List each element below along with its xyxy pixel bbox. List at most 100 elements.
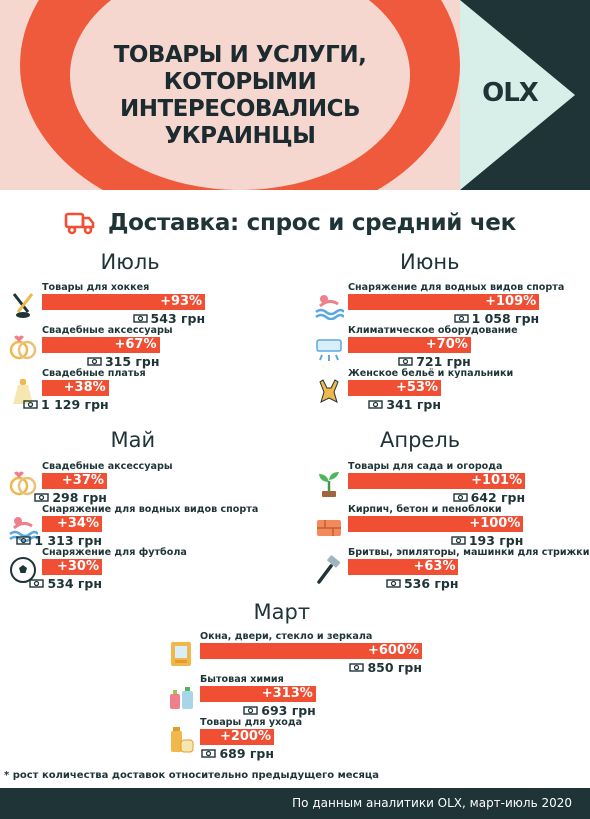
- air-conditioner-icon: [316, 339, 342, 361]
- chart-row: Климатическое оборудование +70% 721 грн: [314, 325, 576, 369]
- logo-triangle: [460, 0, 575, 190]
- growth-bar: +101%: [348, 473, 526, 489]
- chart-row: Окна, двери, стекло и зеркала +600% 850 гр…: [166, 631, 422, 675]
- growth-label: +70%: [425, 337, 468, 352]
- category-label: Женское бельё и купальники: [348, 368, 514, 379]
- cash-icon: [201, 749, 217, 758]
- rings-icon: [9, 471, 37, 496]
- growth-label: +67%: [114, 337, 157, 352]
- growth-label: +100%: [469, 516, 521, 531]
- avg-check-label: 1 313 грн: [16, 533, 102, 548]
- growth-bar: +37%: [42, 473, 107, 489]
- truck-icon: [64, 212, 95, 235]
- category-label: Товары для хоккея: [42, 282, 150, 293]
- olx-logo: OLX: [482, 78, 539, 108]
- category-label: Свадебные аксессуары: [42, 461, 173, 472]
- category-label: Снаряжение для водных видов спорта: [42, 504, 259, 515]
- chemicals-icon: [170, 687, 193, 709]
- swimmer-icon: [315, 295, 344, 320]
- growth-label: +53%: [395, 380, 438, 395]
- growth-label: +93%: [160, 294, 203, 309]
- avg-check-value: 193 грн: [468, 533, 524, 548]
- razor-icon: [317, 555, 341, 584]
- avg-check-label: 642 грн: [452, 490, 526, 505]
- title-line: ИНТЕРЕСОВАЛИСЬ: [120, 96, 361, 122]
- chart-row: Бритвы, эпиляторы, машинки для стрижки +6…: [314, 547, 589, 591]
- avg-check-value: 543 грн: [150, 311, 206, 326]
- category-label: Кирпич, бетон и пеноблоки: [348, 504, 502, 515]
- avg-check-value: 1 058 грн: [471, 311, 540, 326]
- avg-check-value: 534 грн: [47, 576, 102, 591]
- cash-icon: [452, 493, 468, 502]
- growth-bar: +38%: [42, 380, 109, 396]
- section-title-text: Доставка: спрос и средний чек: [108, 210, 516, 236]
- category-label: Бытовая химия: [200, 674, 284, 685]
- avg-check-value: 642 грн: [470, 490, 526, 505]
- rings-icon: [9, 335, 37, 360]
- title-line: КОТОРЫМИ: [163, 69, 317, 95]
- growth-bar: +34%: [42, 516, 102, 532]
- avg-check-label: 850 грн: [349, 660, 422, 675]
- avg-check-value: 850 грн: [367, 660, 422, 675]
- chart-row: Снаряжение для футбола +30% 534 грн: [8, 547, 270, 591]
- chart-row: Свадебные аксессуары +67% 315 грн: [8, 325, 270, 369]
- avg-check-value: 689 грн: [219, 746, 274, 761]
- avg-check-value: 536 грн: [403, 576, 459, 591]
- month-label: Июнь: [400, 250, 460, 274]
- chart-row: Свадебные платья +38% 1 129 грн: [8, 368, 270, 412]
- growth-label: +63%: [413, 559, 456, 574]
- category-label: Снаряжение для водных видов спорта: [348, 282, 565, 293]
- month-label: Апрель: [380, 428, 461, 452]
- growth-label: +37%: [61, 473, 104, 488]
- sprout-icon: [319, 472, 339, 497]
- growth-label: +34%: [56, 516, 99, 531]
- avg-check-label: 1 129 грн: [23, 397, 109, 412]
- cash-icon: [398, 357, 413, 366]
- growth-bar: +200%: [200, 729, 274, 745]
- cash-icon: [243, 706, 258, 715]
- growth-bar: +63%: [348, 559, 459, 575]
- growth-bar: +600%: [200, 643, 422, 659]
- chart-row: Товары для сада и огорода +101% 642 грн: [314, 461, 576, 505]
- avg-check-value: 1 129 грн: [41, 397, 109, 412]
- swimsuit-icon: [319, 379, 339, 403]
- category-label: Свадебные аксессуары: [42, 325, 173, 336]
- chart-row: Товары для ухода +200% 689 грн: [166, 717, 422, 761]
- month-label: Май: [110, 428, 156, 452]
- title-line: ТОВАРЫ И УСЛУГИ,: [113, 42, 367, 68]
- chart-row: Снаряжение для водных видов спорта +109% 1…: [314, 282, 576, 326]
- category-label: Снаряжение для футбола: [42, 547, 187, 558]
- decor-ring-inner: [70, 0, 410, 190]
- swimmer-icon: [9, 517, 38, 542]
- hockey-icon: [12, 293, 34, 318]
- avg-check-label: 534 грн: [29, 576, 102, 591]
- cash-icon: [132, 314, 148, 323]
- growth-bar: +313%: [200, 686, 316, 702]
- category-label: Климатическое оборудование: [348, 325, 518, 336]
- avg-check-label: 298 грн: [34, 490, 107, 505]
- chart-row: Свадебные аксессуары +37% 298 грн: [8, 461, 270, 505]
- growth-bar: +30%: [42, 559, 102, 575]
- dress-icon: [13, 379, 33, 404]
- source-note: По данным аналитики OLX, март-июль 2020: [292, 796, 572, 810]
- footnote: * рост количества доставок относительно …: [4, 770, 380, 781]
- category-label: Товары для сада и огорода: [348, 461, 503, 472]
- growth-bar: +70%: [348, 337, 471, 353]
- avg-check-label: 193 грн: [451, 533, 524, 548]
- growth-label: +200%: [219, 729, 271, 744]
- chart-row: Товары для хоккея +93% 543 грн: [8, 282, 270, 326]
- avg-check-label: 693 грн: [243, 703, 316, 718]
- cash-icon: [23, 400, 38, 409]
- avg-check-label: 315 грн: [87, 354, 160, 369]
- category-label: Товары для ухода: [200, 717, 303, 728]
- brick-icon: [317, 520, 341, 536]
- footer-bar: По данным аналитики OLX, март-июль 2020: [0, 788, 590, 819]
- avg-check-value: 721 грн: [416, 354, 471, 369]
- cash-icon: [34, 493, 50, 502]
- growth-bar: +93%: [42, 294, 206, 310]
- growth-bar: +67%: [42, 337, 160, 353]
- growth-label: +38%: [63, 380, 106, 395]
- window-icon: [171, 642, 191, 666]
- chart-row: Женское бельё и купальники +53% 341 грн: [314, 368, 576, 412]
- cash-icon: [16, 536, 32, 545]
